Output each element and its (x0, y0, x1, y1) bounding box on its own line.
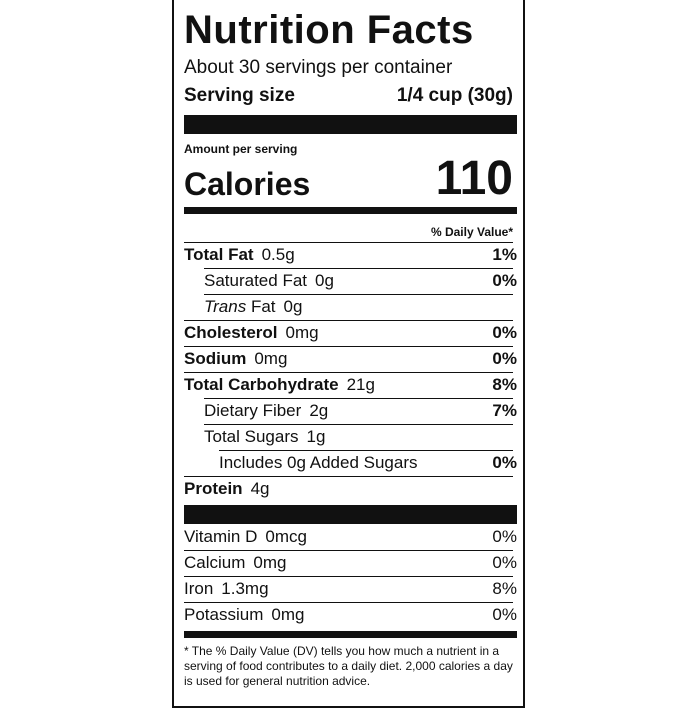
nutrient-name-wrap: Vitamin D 0mcg (184, 527, 307, 546)
nutrient-row: Vitamin D 0mcg 0% (184, 524, 517, 550)
daily-value: 8% (492, 579, 517, 598)
nutrient-amount: 0.5g (261, 245, 295, 264)
nutrient-amount: 2g (309, 401, 329, 420)
nutrition-label: Nutrition Facts About 30 servings per co… (172, 0, 525, 708)
nutrient-name: Vitamin D (184, 527, 258, 546)
nutrient-amount: 0mg (271, 605, 305, 624)
daily-value: 1% (492, 245, 517, 264)
serving-size-label: Serving size (184, 85, 295, 106)
nutrient-row: Sodium 0mg 0% (184, 346, 517, 372)
rule (204, 268, 513, 269)
rule (204, 398, 513, 399)
serving-size-value: 1/4 cup (30g) (396, 85, 513, 106)
nutrient-name: Total Fat (184, 245, 254, 264)
daily-value: 0% (492, 349, 517, 368)
nutrient-row: Dietary Fiber 2g 7% (184, 398, 517, 424)
nutrient-row: Includes 0g Added Sugars 0% (184, 450, 517, 476)
daily-value: 0% (492, 553, 517, 572)
servings: About 30 servings per container (184, 57, 453, 78)
nutrient-name: Total Carbohydrate (184, 375, 339, 394)
nutrient-amount: 1.3mg (221, 579, 269, 598)
rule (184, 372, 513, 373)
nutrient-name-wrap: Sodium 0mg (184, 349, 287, 368)
title: Nutrition Facts (184, 8, 474, 52)
nutrient-name-wrap: Protein 4g (184, 479, 269, 498)
nutrient-row: Saturated Fat 0g 0% (184, 268, 517, 294)
nutrient-name-wrap: Total Carbohydrate 21g (184, 375, 375, 394)
daily-value-header: % Daily Value* (430, 225, 513, 239)
daily-value: 8% (492, 375, 517, 394)
nutrient-row: Calcium 0mg 0% (184, 550, 517, 576)
nutrient-name: Iron (184, 579, 214, 598)
daily-value: 0% (492, 453, 517, 472)
calories-value: 110 (435, 152, 513, 205)
daily-value: 0% (492, 271, 517, 290)
nutrient-amount: 4g (250, 479, 270, 498)
nutrient-name-wrap: Includes 0g Added Sugars (219, 453, 417, 472)
daily-value: 7% (492, 401, 517, 420)
nutrient-amount: 0mg (285, 323, 319, 342)
nutrient-amount: 0mcg (265, 527, 307, 546)
thick-bar (184, 115, 517, 134)
nutrient-amount: 0g (315, 271, 334, 290)
nutrient-name: Sodium (184, 349, 247, 368)
rule (204, 294, 513, 295)
nutrient-name: Potassium (184, 605, 264, 624)
nutrient-row: Trans Fat 0g (184, 294, 517, 320)
nutrient-amount: 0g (283, 297, 303, 316)
rule (184, 476, 513, 477)
medium-bar (184, 207, 517, 214)
calories-label: Calories (184, 166, 311, 202)
medium-bar (184, 631, 517, 638)
nutrient-name: Includes 0g Added Sugars (219, 453, 418, 472)
nutrient-name: Total Sugars (204, 427, 299, 446)
daily-value: 0% (492, 527, 517, 546)
nutrient-row: Total Sugars 1g (184, 424, 517, 450)
nutrient-name-wrap: Dietary Fiber 2g (204, 401, 328, 420)
thick-bar (184, 505, 517, 524)
nutrient-name-prefix: Trans (204, 297, 247, 316)
nutrient-name-wrap: Potassium 0mg (184, 605, 304, 624)
nutrient-name: Protein (184, 479, 243, 498)
nutrient-name-wrap: Total Sugars 1g (204, 427, 325, 446)
nutrient-row: Protein 4g (184, 476, 517, 502)
nutrient-amount: 1g (306, 427, 326, 446)
nutrient-name-wrap: Cholesterol 0mg (184, 323, 319, 342)
rule (204, 424, 513, 425)
rule (219, 450, 513, 451)
nutrient-name-wrap: Trans Fat 0g (204, 297, 302, 316)
nutrient-name: Fat (250, 297, 276, 316)
nutrient-name-wrap: Iron 1.3mg (184, 579, 269, 598)
nutrient-name-wrap: Saturated Fat 0g (204, 271, 334, 290)
rule (184, 242, 513, 243)
nutrient-name: Dietary Fiber (204, 401, 302, 420)
nutrient-amount: 0mg (254, 349, 288, 368)
nutrient-row: Total Fat 0.5g 1% (184, 242, 517, 268)
nutrient-name: Cholesterol (184, 323, 278, 342)
daily-value: 0% (492, 605, 517, 624)
nutrient-name: Calcium (184, 553, 246, 572)
amount-per-serving: Amount per serving (184, 142, 298, 156)
nutrient-row: Total Carbohydrate 21g 8% (184, 372, 517, 398)
nutrient-row: Cholesterol 0mg 0% (184, 320, 517, 346)
daily-value: 0% (492, 323, 517, 342)
nutrient-row: Iron 1.3mg 8% (184, 576, 517, 602)
rule (184, 576, 513, 577)
footnote: * The % Daily Value (DV) tells you how m… (184, 644, 513, 688)
nutrient-name-wrap: Total Fat 0.5g (184, 245, 295, 264)
rule (184, 550, 513, 551)
nutrient-row: Potassium 0mg 0% (184, 602, 517, 628)
nutrient-name-wrap: Calcium 0mg (184, 553, 286, 572)
nutrient-name: Saturated Fat (204, 271, 308, 290)
rule (184, 320, 513, 321)
rule (184, 602, 513, 603)
nutrient-amount: 21g (346, 375, 375, 394)
nutrient-amount: 0mg (253, 553, 287, 572)
rule (184, 346, 513, 347)
